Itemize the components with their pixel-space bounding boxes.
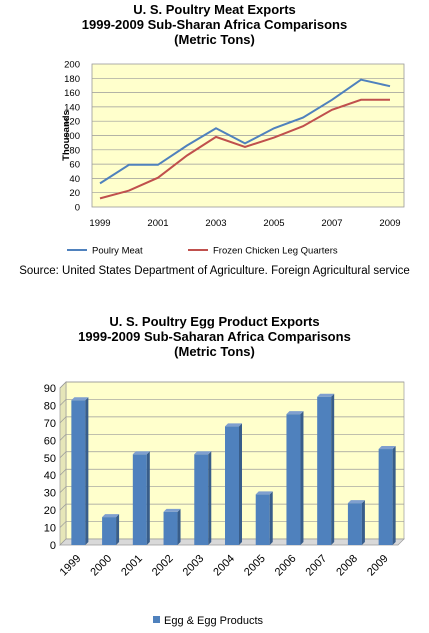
chart2-bar-front [102, 517, 116, 545]
chart2-bar [225, 423, 242, 545]
chart2-bar [133, 451, 150, 545]
chart2-bar-top [256, 491, 273, 494]
chart2-x-tick-label: 2002 [150, 553, 176, 579]
chart2-bar [317, 394, 334, 545]
chart2-bar-side [239, 423, 242, 545]
chart2-y-tick-label: 70 [44, 418, 56, 430]
chart2-bar-front [164, 512, 178, 545]
chart2-x-tick-label: 2001 [119, 553, 145, 579]
chart2-bar-top [225, 423, 242, 426]
chart2-bar [256, 491, 273, 545]
chart2-x-tick-label: 1999 [58, 553, 84, 579]
chart2-bar-side [178, 509, 181, 545]
chart2-y-tick-label: 30 [44, 488, 56, 500]
chart2-bar [379, 446, 396, 545]
chart2-bar-side [85, 397, 88, 545]
chart2-x-tick-label: 2007 [304, 553, 330, 579]
chart2-bar-front [71, 400, 85, 545]
chart2-x-tick-label: 2004 [211, 553, 237, 579]
chart2-bar-side [393, 446, 396, 545]
chart2-y-tick-label: 0 [50, 540, 56, 552]
chart2-bar [164, 509, 181, 545]
chart2-bar-top [286, 411, 303, 414]
chart2-bar [102, 514, 119, 545]
chart2-y-tick-label: 50 [44, 453, 56, 465]
chart2-bar-top [194, 451, 211, 454]
chart2-y-tick-label: 90 [44, 383, 56, 395]
chart2-bar-side [300, 411, 303, 545]
chart2-y-tick-label: 60 [44, 435, 56, 447]
chart2-x-tick-label: 2005 [242, 553, 268, 579]
chart2-bar-side [208, 451, 211, 545]
chart2-x-tick-label: 2006 [273, 553, 299, 579]
chart2-bar-side [116, 514, 119, 545]
chart2-bar-side [270, 491, 273, 545]
chart2-bar-top [102, 514, 119, 517]
chart2-y-tick-label: 80 [44, 400, 56, 412]
chart2-bar-front [348, 503, 362, 545]
chart2-bar-front [225, 426, 239, 545]
chart2-legend-label: Egg & Egg Products [164, 615, 264, 627]
chart2-bar-top [317, 394, 334, 397]
chart2-bar-top [379, 446, 396, 449]
chart2-bar-front [379, 449, 393, 545]
chart2-bar-side [362, 500, 365, 545]
chart2-bar [348, 500, 365, 545]
chart2-bar-side [331, 394, 334, 545]
chart2-bar-front [133, 454, 147, 545]
chart2-legend-swatch [153, 616, 160, 623]
chart2-bar-top [71, 397, 88, 400]
chart2-x-tick-label: 2009 [365, 553, 391, 579]
chart2-y-tick-label: 20 [44, 505, 56, 517]
chart2-bar-top [133, 451, 150, 454]
chart2-y-tick-label: 10 [44, 523, 56, 535]
chart2-bar [194, 451, 211, 545]
chart2-bar-front [256, 494, 270, 545]
chart2-bar-side [147, 451, 150, 545]
chart2-x-tick-label: 2000 [88, 553, 114, 579]
chart2-bar-top [348, 500, 365, 503]
chart2-bar [286, 411, 303, 545]
chart2-bar-front [286, 414, 300, 545]
chart2-bar-front [317, 397, 331, 545]
chart2-x-tick-label: 2003 [181, 553, 207, 579]
chart2-bar-top [164, 509, 181, 512]
chart2-y-tick-label: 40 [44, 470, 56, 482]
chart2-side-wall [60, 382, 66, 545]
chart2-x-tick-label: 2008 [334, 553, 360, 579]
chart2-bar-front [194, 454, 208, 545]
chart2-bar [71, 397, 88, 545]
